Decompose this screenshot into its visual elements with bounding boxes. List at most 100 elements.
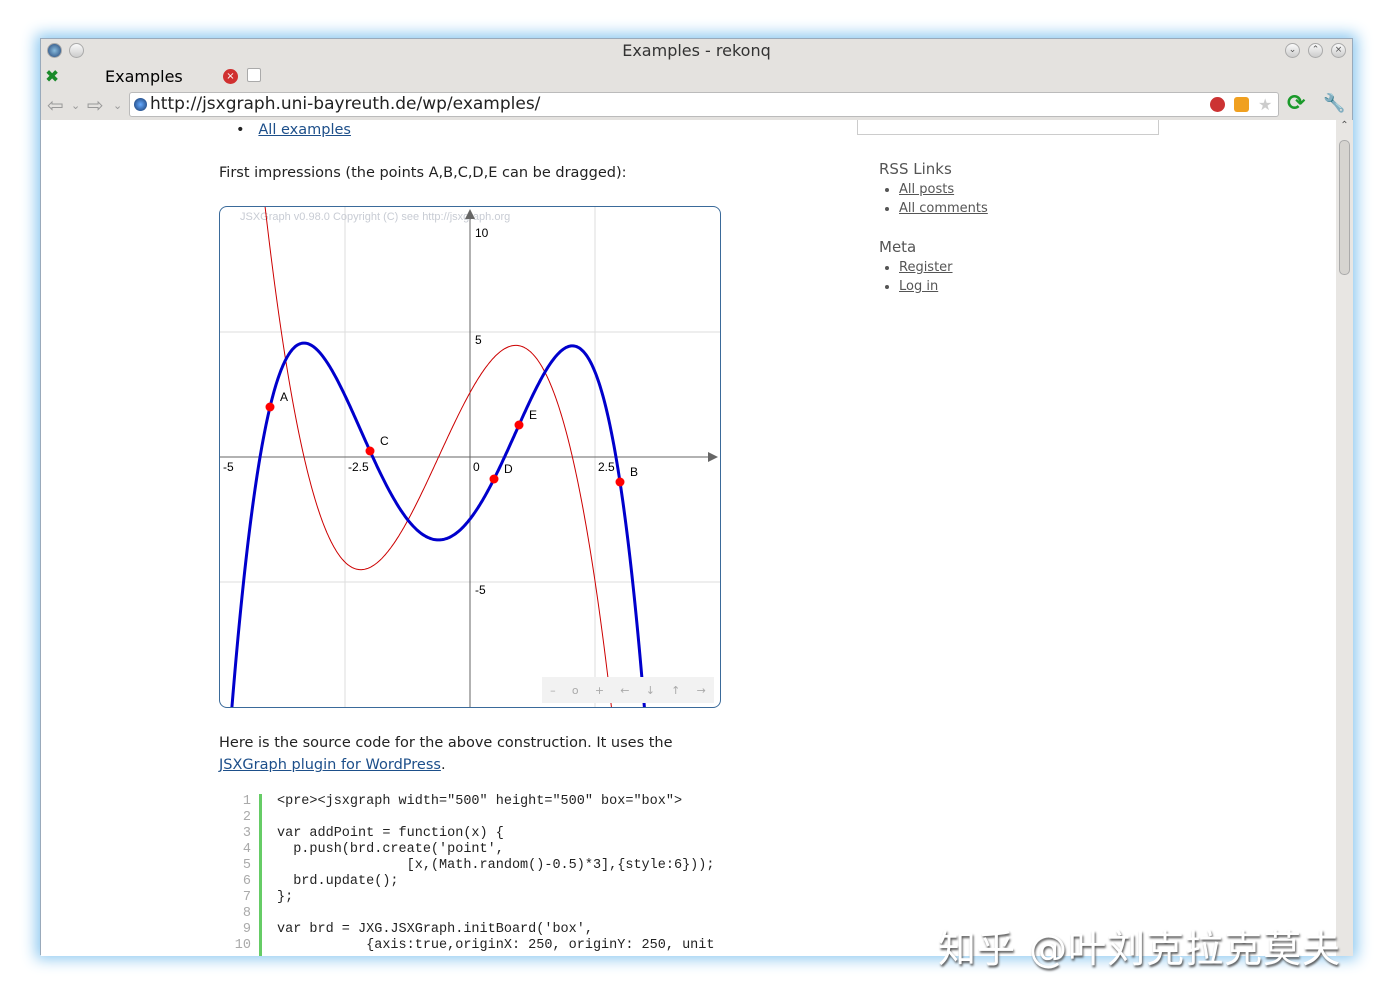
sidebar-item: All comments	[899, 201, 988, 216]
minimize-icon[interactable]: ⌄	[1285, 43, 1300, 58]
point-d[interactable]	[489, 474, 499, 484]
url-text: http://jsxgraph.uni-bayreuth.de/wp/examp…	[150, 94, 541, 114]
tab-close-icon[interactable]: ×	[223, 69, 238, 84]
vertical-scrollbar[interactable]: ⌃	[1336, 120, 1353, 956]
forward-arrow-icon[interactable]: ⇨	[87, 93, 104, 117]
x-tick-label: 2.5	[598, 460, 615, 474]
y-tick-label: 5	[475, 333, 482, 347]
code-line: var addPoint = function(x) {	[277, 826, 504, 841]
source-description: Here is the source code for the above co…	[219, 732, 739, 776]
code-gutter-bar	[259, 794, 262, 956]
plugin-link[interactable]: JSXGraph plugin for WordPress	[219, 757, 441, 773]
tab-bar: ✖ Examples ×	[41, 63, 1352, 90]
list-item: • All examples	[236, 122, 351, 138]
sidebar-item: All posts	[899, 182, 988, 197]
code-line: [x,(Math.random()-0.5)*3],{style:6}));	[277, 858, 715, 873]
sidebar-link[interactable]: Log in	[899, 279, 939, 294]
point-e[interactable]	[514, 420, 524, 430]
window-menu-icon[interactable]	[69, 43, 84, 58]
board-nav-button[interactable]: ↓	[645, 683, 655, 697]
line-number: 1	[242, 794, 251, 809]
favicon-icon: ✖	[45, 67, 60, 87]
board-navigation: – o + ← ↓ ↑ →	[542, 677, 714, 703]
point-label: D	[504, 462, 513, 476]
point-c[interactable]	[365, 446, 375, 456]
point-b[interactable]	[615, 477, 625, 487]
code-line: <pre><jsxgraph width="500" height="500" …	[277, 794, 683, 809]
board-nav-button[interactable]: –	[550, 683, 556, 697]
point-label: A	[280, 390, 288, 404]
line-number: 4	[242, 842, 251, 857]
board-nav-button[interactable]: ←	[620, 683, 630, 697]
line-number: 9	[242, 922, 251, 937]
page-content: • All examples First impressions (the po…	[41, 120, 1336, 956]
sidebar-heading: Meta	[879, 238, 917, 256]
sidebar-item: Log in	[899, 279, 988, 294]
x-tick-label: 0	[473, 460, 480, 474]
tab-examples[interactable]: ✖ Examples ×	[43, 64, 243, 90]
point-label: C	[380, 434, 389, 448]
code-line: {axis:true,originX: 250, originY: 250, u…	[277, 938, 715, 953]
reload-icon[interactable]: ⟳	[1287, 91, 1306, 116]
watermark: 知乎 @叶刘克拉克莫夫	[938, 927, 1342, 971]
source-text: Here is the source code for the above co…	[219, 735, 673, 751]
all-examples-link[interactable]: All examples	[258, 122, 351, 138]
scrollbar-thumb[interactable]	[1339, 140, 1350, 275]
line-number: 3	[242, 826, 251, 841]
back-arrow-icon[interactable]: ⇦	[47, 93, 64, 117]
line-number: 6	[242, 874, 251, 889]
sidebar: RSS Links All posts All comments Meta Regist…	[879, 160, 988, 294]
search-box[interactable]	[857, 120, 1159, 135]
back-history-chevron-icon[interactable]: ⌄	[71, 99, 81, 112]
point-label: E	[529, 408, 537, 422]
nav-bar: ⇦ ⌄ ⇨ ⌄ http://jsxgraph.uni-bayreuth.de/…	[41, 90, 1352, 120]
code-line: p.push(brd.create('point',	[277, 842, 504, 857]
line-number: 2	[242, 810, 251, 825]
x-axis-arrow	[708, 452, 718, 462]
bookmark-star-icon[interactable]: ★	[1258, 95, 1273, 114]
chart-svg[interactable]: JSXGraph v0.98.0 Copyright (C) see http:…	[220, 207, 720, 707]
source-text-end: .	[440, 757, 446, 773]
line-number: 5	[242, 858, 251, 873]
forward-history-chevron-icon[interactable]: ⌄	[113, 99, 123, 112]
code-line: brd.update();	[277, 874, 399, 889]
close-icon[interactable]: ×	[1331, 43, 1346, 58]
url-input[interactable]: http://jsxgraph.uni-bayreuth.de/wp/examp…	[129, 92, 1279, 117]
board-nav-button[interactable]: →	[696, 683, 706, 697]
x-tick-label: -5	[223, 460, 234, 474]
intro-text: First impressions (the points A,B,C,D,E …	[219, 165, 627, 181]
sidebar-item: Register	[899, 260, 988, 275]
point-a[interactable]	[265, 402, 275, 412]
new-tab-button[interactable]	[247, 68, 261, 82]
rss-icon[interactable]	[1234, 97, 1249, 112]
sidebar-link[interactable]: All posts	[899, 182, 955, 197]
line-number: 8	[242, 906, 251, 921]
maximize-icon[interactable]: ⌃	[1308, 43, 1323, 58]
tools-wrench-icon[interactable]: 🔧	[1323, 93, 1346, 114]
adblock-icon[interactable]	[1210, 97, 1225, 112]
board-nav-button[interactable]: ↑	[671, 683, 681, 697]
board-nav-button[interactable]: +	[594, 683, 605, 697]
scroll-up-icon[interactable]: ⌃	[1340, 120, 1349, 131]
tab-label: Examples	[105, 67, 183, 86]
code-line: };	[277, 890, 294, 905]
line-number: 7	[242, 890, 251, 905]
globe-icon	[134, 98, 147, 111]
app-icon[interactable]	[47, 43, 62, 58]
jsxgraph-board[interactable]: JSXGraph v0.98.0 Copyright (C) see http:…	[219, 206, 721, 708]
sidebar-heading: RSS Links	[879, 160, 952, 178]
browser-window: Examples - rekonq ⌄ ⌃ × ✖ Examples × ⇦ ⌄…	[40, 38, 1353, 956]
y-axis-arrow	[465, 209, 475, 219]
point-label: B	[630, 465, 638, 479]
sidebar-link[interactable]: Register	[899, 260, 953, 275]
derivative-curve	[264, 207, 612, 707]
title-bar: Examples - rekonq ⌄ ⌃ ×	[41, 39, 1352, 63]
window-title: Examples - rekonq	[622, 41, 771, 60]
polynomial-curve	[230, 341, 646, 707]
line-number: 10	[234, 938, 251, 953]
y-tick-label: -5	[475, 583, 486, 597]
x-tick-label: -2.5	[348, 460, 369, 474]
board-nav-button[interactable]: o	[571, 683, 579, 697]
code-line: var brd = JXG.JSXGraph.initBoard('box',	[277, 922, 593, 937]
sidebar-link[interactable]: All comments	[899, 201, 988, 216]
